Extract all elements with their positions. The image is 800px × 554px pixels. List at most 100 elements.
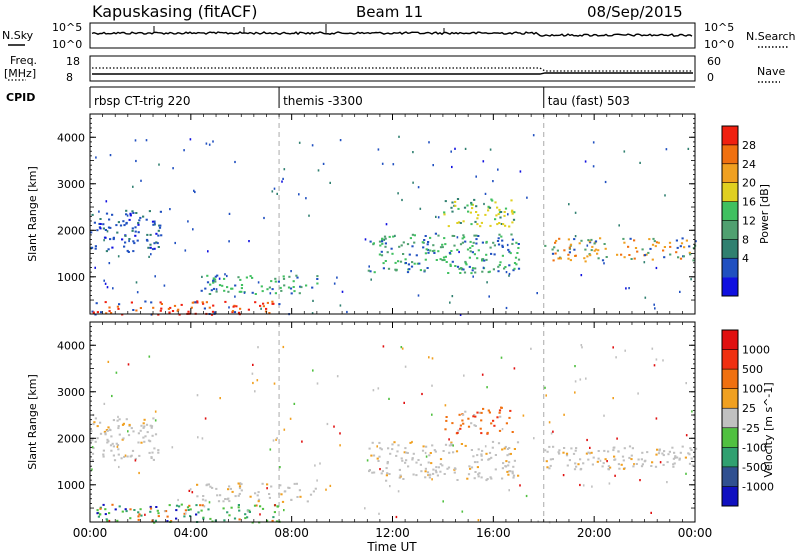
power-cell (137, 222, 140, 224)
power-cell (280, 289, 283, 292)
velocity-cell (446, 467, 449, 470)
velocity-cell (436, 474, 439, 477)
velocity-cell (117, 448, 120, 451)
power-cell (594, 240, 598, 243)
velocity-cell (290, 499, 293, 501)
velocity-cell (426, 471, 430, 474)
power-cell (498, 264, 501, 266)
velocity-panel-bg (90, 322, 695, 522)
power-cell (512, 218, 516, 221)
velocity-cell (222, 507, 225, 510)
velocity-cell (509, 452, 512, 455)
velocity-cell (501, 428, 504, 431)
power-cell (457, 221, 461, 224)
power-cell (490, 252, 493, 255)
velocity-cell (456, 479, 459, 481)
power-cell (443, 213, 446, 216)
velocity-cell (371, 471, 374, 474)
power-cell (408, 268, 411, 271)
power-cell (451, 260, 454, 263)
velocity-cell (204, 499, 207, 502)
power-cell (481, 270, 484, 273)
velocity-cell (252, 381, 254, 385)
power-cell (271, 288, 274, 291)
power-cell (454, 204, 457, 207)
power-cell (497, 243, 501, 246)
velocity-cell (283, 428, 286, 431)
power-cell (683, 246, 686, 249)
velocity-cell (609, 466, 612, 469)
x-axis-label: Time UT (366, 540, 417, 554)
velocity-cell (508, 447, 511, 449)
power-cell (463, 206, 467, 209)
power-cell (481, 259, 484, 262)
power-cell (384, 242, 387, 245)
power-cell (124, 234, 127, 237)
velocity-cell (134, 459, 137, 462)
velocity-cell (219, 494, 222, 497)
velocity-cell (228, 500, 231, 503)
velocity-cell (266, 519, 269, 522)
power-cell (682, 255, 685, 258)
power-cell (439, 246, 443, 249)
power-cell (169, 208, 171, 211)
power-cell (417, 294, 420, 297)
velocity-cell (224, 498, 227, 500)
velocity-cell (219, 397, 221, 400)
velocity-cell (115, 442, 118, 445)
velocity-cell (94, 417, 97, 420)
velocity-cell (336, 375, 339, 378)
power-cell (450, 250, 453, 252)
velocity-cell (637, 392, 639, 395)
velocity-cell (129, 517, 132, 520)
velocity-cell (319, 462, 321, 465)
power-cell (202, 302, 205, 305)
velocity-cell (579, 468, 582, 471)
power-cell (470, 203, 473, 206)
velocity-cell (562, 451, 565, 454)
power-cell (427, 241, 430, 243)
velocity-cell (137, 441, 140, 444)
power-cell (413, 234, 416, 237)
x-tick-label: 00:00 (678, 526, 713, 540)
power-cell (512, 269, 515, 272)
velocity-cell (562, 474, 565, 477)
velocity-cell (481, 449, 484, 452)
power-cell (102, 223, 105, 226)
power-cell (504, 207, 508, 210)
velocity-cell (565, 452, 569, 455)
freq-unit: [MHz] (4, 67, 36, 80)
velocity-cell (659, 461, 662, 464)
power-cell (212, 279, 215, 282)
power-cell (237, 311, 241, 314)
power-cell (91, 246, 94, 249)
power-cell (443, 211, 446, 214)
velocity-cell (272, 516, 275, 519)
velocity-cell (142, 426, 145, 429)
velocity-cell (530, 347, 532, 350)
power-colorbar-tick-label: 20 (742, 177, 756, 190)
velocity-cell (201, 504, 204, 507)
power-cell (477, 214, 480, 217)
velocity-cell (166, 520, 169, 523)
power-cell (107, 226, 111, 229)
power-cell (140, 179, 142, 182)
velocity-cell (259, 505, 262, 508)
power-cell (453, 235, 456, 237)
power-cell (456, 236, 459, 239)
power-colorbar-tick-label: 24 (742, 158, 756, 171)
power-cell (424, 235, 427, 237)
power-cell (444, 200, 447, 203)
power-cell (136, 291, 139, 294)
velocity-cell (118, 465, 120, 469)
velocity-cell (90, 430, 93, 433)
velocity-cell (379, 447, 382, 450)
power-cell (654, 245, 657, 248)
power-cell (210, 289, 213, 292)
velocity-cell (102, 503, 105, 506)
velocity-cell (433, 449, 436, 452)
velocity-cell (248, 509, 251, 512)
velocity-cell (450, 444, 453, 447)
velocity-cell (106, 441, 109, 444)
velocity-cell (622, 467, 626, 470)
